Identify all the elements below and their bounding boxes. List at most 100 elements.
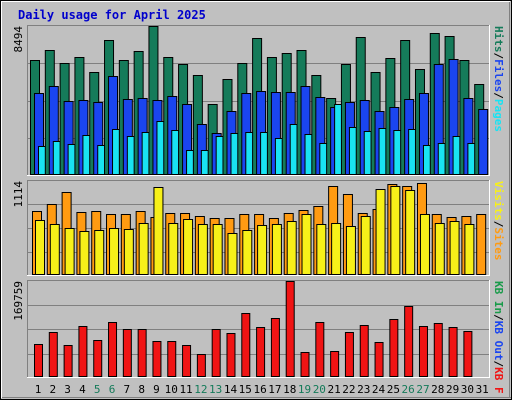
kb-f-bar (34, 344, 43, 377)
legend-entry: Sites (492, 227, 505, 260)
kb-f-bar (167, 341, 177, 377)
x-tick-label: 14 (224, 383, 238, 396)
x-tick-label: 30 (461, 383, 474, 396)
x-tick-label: 8 (138, 383, 145, 396)
visits-bar (257, 225, 268, 275)
x-tick-label: 6 (109, 383, 116, 396)
visits-bar (49, 224, 60, 275)
kb-f-bar (315, 322, 325, 377)
kb-f-bar (63, 345, 73, 377)
visits-bar (316, 224, 327, 275)
y-max-labels: 8494 1114 169759 (12, 26, 25, 321)
kb-f-bar (256, 327, 266, 377)
visits-bar (242, 230, 253, 275)
legend-entry: / (492, 221, 505, 228)
kb-f-bar (463, 331, 473, 377)
x-tick-label: 28 (431, 383, 444, 396)
x-tick-label: 3 (64, 383, 71, 396)
visits-bar (271, 224, 282, 275)
visits-bar (345, 226, 356, 275)
visits-bar (168, 223, 179, 275)
panel-mid-y-max-label: 1114 (12, 181, 25, 208)
legend-entry: Pages (492, 99, 505, 132)
x-tick-label: 27 (416, 383, 429, 396)
visits-bar (123, 229, 134, 275)
kb-f-bar (78, 326, 88, 377)
kb-f-bar (108, 322, 118, 377)
kb-f-bar (285, 281, 295, 377)
visits-bar (331, 223, 342, 275)
kb-f-bar (418, 326, 428, 377)
x-tick-label: 31 (476, 383, 489, 396)
visits-bar (64, 228, 75, 275)
panel-top-y-max-label: 8494 (12, 26, 25, 53)
x-tick-label: 17 (268, 383, 281, 396)
visits-bar (419, 214, 430, 275)
x-tick-label: 4 (79, 383, 86, 396)
visits-bar (183, 219, 194, 275)
legend-entry: / (492, 92, 505, 99)
visits-bar (390, 186, 401, 275)
x-tick-label: 16 (253, 383, 266, 396)
legend-entry: KB F (492, 367, 505, 394)
legend-entry: Visits (492, 181, 505, 221)
x-tick-label: 25 (387, 383, 400, 396)
kb-f-bar (389, 319, 399, 377)
kb-f-bar (433, 323, 443, 377)
x-tick-labels: 1 2 3 4 5 6 7 8 9 10 11 12 13 14 15 16 17 18 19 20 21 22 23 24 2… (35, 383, 489, 396)
legend-entry: KB Out (492, 321, 505, 361)
kb-f-bar (300, 352, 310, 377)
legend-entry: / (492, 361, 505, 368)
kb-f-bar (226, 333, 236, 377)
x-tick-label: 13 (209, 383, 222, 396)
visits-bar (286, 221, 297, 275)
x-tick-label: 15 (239, 383, 252, 396)
visits-bar (375, 189, 386, 275)
visits-bar (434, 223, 445, 275)
x-tick-label: 22 (342, 383, 355, 396)
kb-f-bar (330, 351, 340, 377)
visits-bar (360, 216, 371, 275)
kb-f-bar (196, 354, 206, 377)
legend-entry: / (492, 53, 505, 60)
kb-f-bar (374, 342, 384, 377)
visits-bar (35, 220, 45, 275)
x-tick-label: 18 (283, 383, 296, 396)
panel-mid-legend: Visits/Sites (492, 181, 505, 261)
visits-bar (212, 224, 223, 275)
kb-f-bar (404, 306, 414, 377)
x-tick-label: 9 (153, 383, 160, 396)
legend-entry: Hits (492, 26, 505, 53)
x-tick-label: 20 (313, 383, 326, 396)
x-tick-label: 21 (328, 383, 341, 396)
visits-bar (197, 224, 208, 275)
visits-bar (301, 214, 312, 275)
kb-f-bar (344, 332, 354, 377)
x-tick-label: 26 (402, 383, 415, 396)
visits-bar (153, 187, 164, 275)
x-tick-label: 5 (94, 383, 101, 396)
legend-entry: Files (492, 59, 505, 92)
x-tick-label: 19 (298, 383, 311, 396)
visits-bar (94, 230, 105, 275)
kb-f-bar (152, 341, 162, 377)
kb-f-bar (93, 340, 103, 377)
kb-f-bar (211, 329, 221, 377)
x-tick-label: 12 (194, 383, 207, 396)
visits-bar (227, 233, 238, 275)
x-tick-label: 1 (35, 383, 42, 396)
x-tick-label: 11 (179, 383, 192, 396)
bar-marks (30, 26, 489, 377)
kb-f-bar (122, 329, 132, 377)
visits-bar (405, 190, 416, 275)
visits-bar (464, 224, 475, 275)
kb-f-bar (241, 313, 251, 377)
x-tick-label: 10 (165, 383, 178, 396)
visits-bar (109, 228, 120, 275)
kb-f-bar (182, 345, 192, 377)
chart-title: Daily usage for April 2025 (18, 8, 206, 22)
kb-f-bar (48, 332, 58, 377)
kb-f-bar (270, 318, 280, 377)
